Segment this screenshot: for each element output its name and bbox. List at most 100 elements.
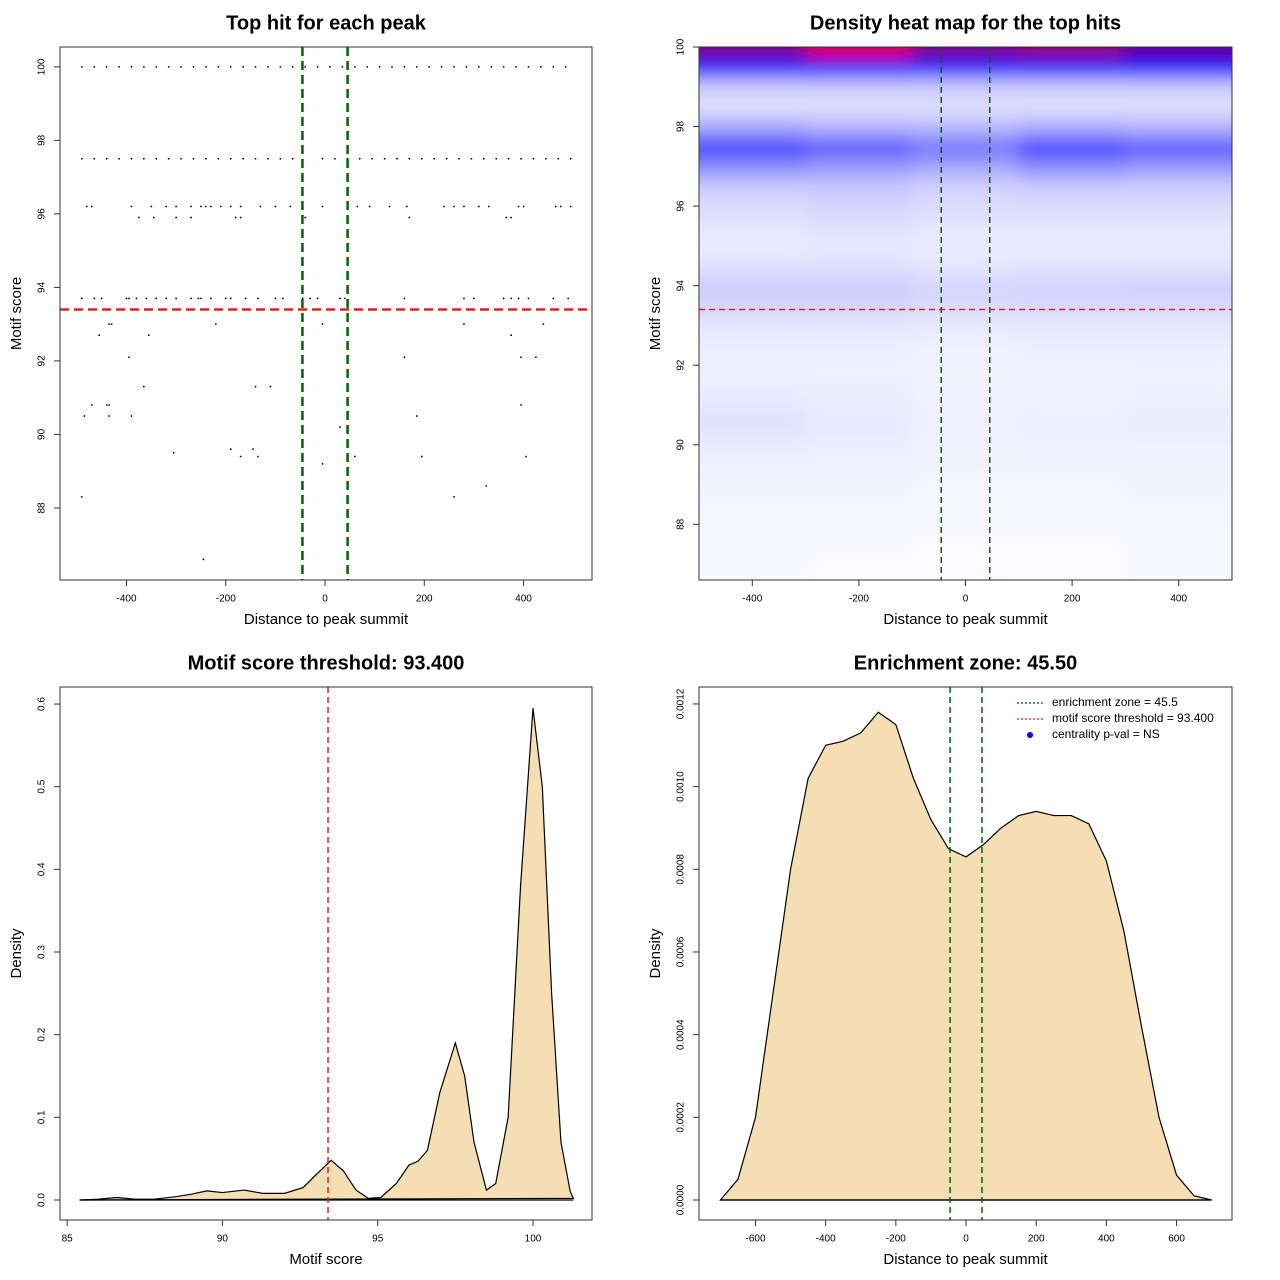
point <box>539 65 542 68</box>
point <box>128 297 130 300</box>
heat-cell <box>1018 56 1127 78</box>
x-tick-label: 400 <box>515 594 532 605</box>
plot-area <box>719 687 1212 1220</box>
point <box>239 216 242 219</box>
heat-cell <box>1125 514 1232 536</box>
point <box>463 297 465 300</box>
point <box>242 65 245 68</box>
y-tick-label: 0.0006 <box>676 936 687 967</box>
heat-cell <box>912 176 1020 198</box>
point <box>192 157 195 160</box>
point <box>368 205 371 208</box>
heat-cell <box>805 156 914 178</box>
point <box>371 157 374 160</box>
point <box>465 65 468 68</box>
point <box>520 356 522 359</box>
heat-cell <box>805 136 914 158</box>
y-tick-label: 0.0012 <box>676 688 687 719</box>
point <box>396 157 398 160</box>
heat-cell <box>1125 395 1232 416</box>
heat-cell <box>912 335 1020 357</box>
point <box>408 157 411 160</box>
point <box>267 157 269 160</box>
point <box>90 205 93 208</box>
x-tick-label: -200 <box>216 594 236 605</box>
point <box>291 65 294 68</box>
point <box>172 451 175 454</box>
panel: Density heat map for the top hits Distanc… <box>647 12 1233 628</box>
plot-area <box>60 47 592 580</box>
point <box>254 65 257 68</box>
point <box>229 205 232 208</box>
point <box>356 205 359 208</box>
heat-cell <box>912 47 1020 58</box>
x-tick-label: -400 <box>742 594 762 605</box>
heat-cell <box>1018 76 1127 98</box>
heat-cell <box>1125 216 1232 237</box>
point <box>517 297 520 300</box>
x-tick-label: 0 <box>963 594 969 605</box>
point <box>80 496 83 498</box>
heat-cell <box>1018 255 1127 277</box>
x-tick-label: -200 <box>886 1234 906 1245</box>
heat-cell <box>805 554 914 580</box>
heat-cell <box>805 315 914 337</box>
point <box>142 65 145 68</box>
y-axis-label: Motif score <box>647 277 664 350</box>
point <box>482 157 485 160</box>
heat-cell <box>912 494 1020 516</box>
y-tick-label: 94 <box>676 280 687 292</box>
heat-cell <box>912 474 1020 496</box>
x-tick-label: 200 <box>1064 594 1081 605</box>
heat-cell <box>1018 494 1127 516</box>
point <box>515 65 517 68</box>
x-tick-label: 400 <box>1098 1234 1115 1245</box>
point <box>383 157 386 160</box>
point <box>202 558 205 561</box>
heat-cell <box>805 275 914 297</box>
point <box>219 205 222 208</box>
y-tick-label: 0.6 <box>37 697 48 711</box>
point <box>415 65 418 68</box>
heat-cell <box>1018 395 1127 416</box>
heat-cell <box>1018 474 1127 496</box>
point <box>239 455 242 458</box>
heat-cell <box>912 96 1020 118</box>
point <box>200 205 202 208</box>
y-tick-label: 0.0 <box>37 1193 48 1207</box>
heat-cell <box>1018 355 1127 377</box>
heat-cell <box>805 355 914 377</box>
point <box>485 484 488 487</box>
point <box>125 297 128 300</box>
heat-cell <box>1125 176 1232 198</box>
point <box>463 323 465 326</box>
plot-area <box>79 687 575 1220</box>
point <box>403 297 406 300</box>
heat-cell <box>699 375 807 397</box>
point <box>487 205 490 208</box>
point <box>229 448 232 451</box>
point <box>420 157 423 160</box>
heat-cell <box>912 295 1020 317</box>
x-axis-label: Distance to peak summit <box>883 611 1048 628</box>
heat-cell <box>912 414 1020 436</box>
heat-cell <box>1125 136 1232 158</box>
heat-cell <box>1018 96 1127 118</box>
point <box>544 157 547 160</box>
x-tick-label: -400 <box>116 594 136 605</box>
point <box>105 65 108 68</box>
heat-cell <box>1125 56 1232 78</box>
point <box>343 297 346 300</box>
point <box>388 205 391 208</box>
heat-cell <box>1018 434 1127 456</box>
point <box>242 157 245 160</box>
y-tick-label: 0.0010 <box>676 771 687 802</box>
heat-cell <box>912 395 1020 416</box>
x-axis-label: Distance to peak summit <box>244 611 409 628</box>
point <box>289 205 292 208</box>
point <box>80 65 83 68</box>
point <box>130 415 133 417</box>
point <box>316 297 319 300</box>
heat-cell <box>1125 96 1232 118</box>
point <box>522 205 525 208</box>
